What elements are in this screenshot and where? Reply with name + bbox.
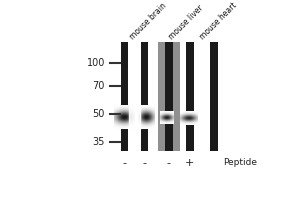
Text: 100: 100 bbox=[87, 58, 105, 68]
FancyBboxPatch shape bbox=[211, 42, 218, 151]
Text: -: - bbox=[142, 158, 146, 168]
Text: -: - bbox=[123, 158, 127, 168]
FancyBboxPatch shape bbox=[120, 42, 218, 151]
FancyBboxPatch shape bbox=[165, 42, 172, 151]
Text: 50: 50 bbox=[92, 109, 105, 119]
Text: 70: 70 bbox=[92, 81, 105, 91]
FancyBboxPatch shape bbox=[141, 42, 148, 151]
FancyBboxPatch shape bbox=[141, 42, 148, 151]
FancyBboxPatch shape bbox=[186, 42, 194, 151]
Text: Peptide: Peptide bbox=[224, 158, 257, 167]
Text: +: + bbox=[185, 158, 194, 168]
Text: mouse heart: mouse heart bbox=[199, 0, 239, 41]
Text: 35: 35 bbox=[92, 137, 105, 147]
FancyBboxPatch shape bbox=[165, 42, 172, 151]
FancyBboxPatch shape bbox=[121, 42, 128, 151]
Text: mouse liver: mouse liver bbox=[167, 3, 205, 41]
Text: mouse brain: mouse brain bbox=[128, 1, 168, 41]
FancyBboxPatch shape bbox=[158, 42, 180, 151]
Text: -: - bbox=[167, 158, 171, 168]
